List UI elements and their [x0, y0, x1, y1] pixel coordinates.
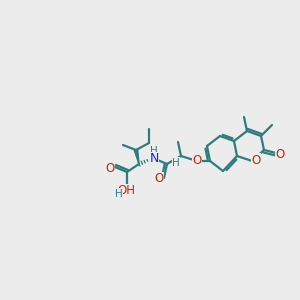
Text: H: H [150, 146, 158, 156]
Text: O: O [154, 172, 164, 185]
Text: O: O [192, 154, 202, 166]
Text: O: O [251, 154, 261, 166]
Text: OH: OH [117, 184, 135, 197]
Text: H: H [172, 158, 180, 168]
Text: H: H [115, 189, 123, 199]
Text: N: N [149, 152, 159, 166]
Polygon shape [134, 150, 139, 164]
Text: O: O [275, 148, 285, 160]
Text: O: O [105, 161, 115, 175]
